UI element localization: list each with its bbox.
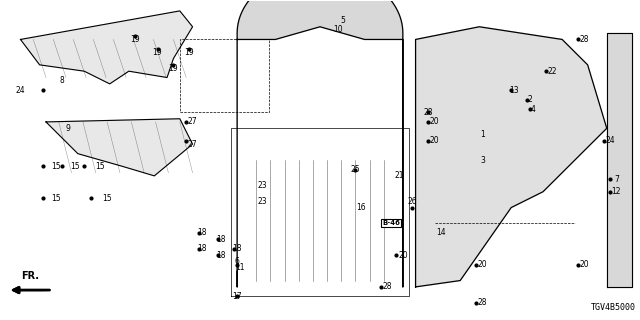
- Text: 18: 18: [216, 251, 226, 260]
- Text: 24: 24: [605, 136, 615, 146]
- Text: 25: 25: [350, 165, 360, 174]
- Text: 1: 1: [480, 130, 485, 139]
- Text: 9: 9: [66, 124, 71, 133]
- Text: 21: 21: [395, 172, 404, 180]
- Text: 7: 7: [614, 174, 619, 184]
- Text: TGV4B5000: TGV4B5000: [591, 303, 636, 312]
- Polygon shape: [46, 119, 193, 176]
- Text: 23: 23: [258, 197, 268, 206]
- Text: 20: 20: [430, 136, 440, 146]
- Text: 20: 20: [398, 251, 408, 260]
- Text: 27: 27: [188, 140, 197, 148]
- Text: 5: 5: [340, 16, 345, 25]
- Text: 15: 15: [51, 162, 60, 171]
- Text: 6: 6: [235, 257, 239, 266]
- Text: 28: 28: [477, 298, 487, 307]
- Text: 14: 14: [436, 228, 446, 237]
- Text: 27: 27: [188, 117, 197, 126]
- Text: 24: 24: [16, 86, 26, 95]
- Text: 11: 11: [236, 263, 245, 272]
- Polygon shape: [607, 33, 632, 287]
- Text: 12: 12: [612, 187, 621, 196]
- Text: 18: 18: [197, 228, 207, 237]
- Text: 8: 8: [60, 76, 64, 85]
- Text: 20: 20: [430, 117, 440, 126]
- Text: 17: 17: [232, 292, 242, 301]
- Text: 4: 4: [531, 105, 536, 114]
- Polygon shape: [20, 11, 193, 84]
- Text: B-46: B-46: [383, 220, 400, 227]
- Text: 13: 13: [509, 86, 519, 95]
- Text: 10: 10: [333, 25, 342, 35]
- Text: 26: 26: [408, 197, 417, 206]
- Text: 23: 23: [258, 181, 268, 190]
- Text: 28: 28: [382, 282, 392, 292]
- Text: 15: 15: [102, 194, 111, 203]
- Text: 19: 19: [168, 63, 179, 73]
- Text: 16: 16: [356, 203, 366, 212]
- Text: FR.: FR.: [21, 270, 39, 281]
- Text: 19: 19: [131, 35, 140, 44]
- Text: 15: 15: [70, 162, 79, 171]
- Text: 28: 28: [424, 108, 433, 117]
- Text: 19: 19: [153, 48, 163, 57]
- Text: 3: 3: [480, 156, 485, 164]
- Text: 18: 18: [197, 244, 207, 253]
- Text: 22: 22: [548, 67, 557, 76]
- Text: 15: 15: [51, 194, 60, 203]
- Text: 18: 18: [216, 235, 226, 244]
- Polygon shape: [237, 0, 403, 287]
- Text: 20: 20: [477, 260, 487, 269]
- Text: 18: 18: [232, 244, 242, 253]
- Polygon shape: [415, 27, 607, 287]
- Text: 15: 15: [95, 162, 105, 171]
- Text: 19: 19: [184, 48, 194, 57]
- Text: 28: 28: [580, 35, 589, 44]
- Text: 2: 2: [528, 95, 532, 104]
- Text: 20: 20: [580, 260, 589, 269]
